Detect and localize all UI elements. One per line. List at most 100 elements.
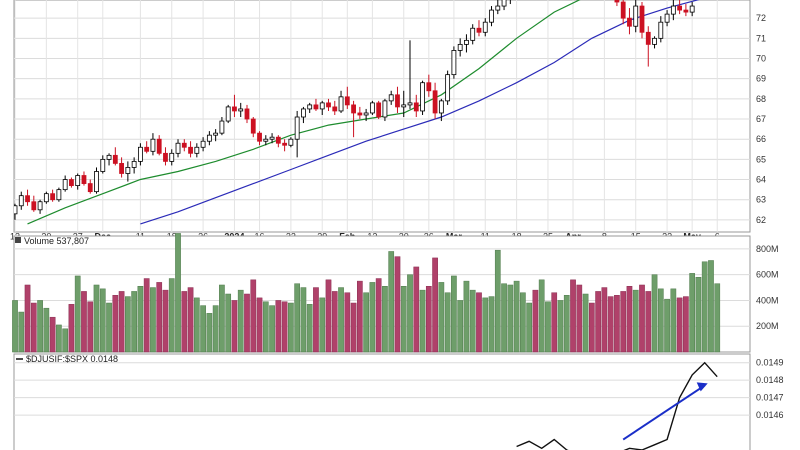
candle-body [420,82,425,112]
candle-body [238,108,244,112]
volume-bar [87,301,94,353]
volume-bar [288,302,294,353]
volume-bar [482,297,489,353]
candle-body [482,21,488,33]
candle-body [369,102,375,114]
candle-body [313,104,319,110]
candle-body [282,142,288,146]
volume-bar [620,291,627,353]
volume-bar [601,287,608,353]
volume-bar [676,297,683,353]
candle-body [639,5,645,33]
candle-body [489,9,494,23]
candle-body [137,146,143,162]
volume-bar [651,274,658,353]
volume-bar [570,279,576,353]
volume-bar [494,249,501,353]
volume-bar [563,295,570,353]
candle-body [294,116,300,140]
volume-bar [357,280,363,353]
volume-bar [614,295,620,353]
volume-bar [469,289,476,353]
volume-bar [12,300,18,353]
volume-panel: 200M 400M 600M 800M Volume 537,807 [12,233,779,353]
volume-bar [708,260,714,353]
candle-body [363,112,369,116]
volume-bar [382,286,388,353]
volume-bar [193,297,200,353]
candle-body [683,9,689,13]
volume-bar [419,289,426,353]
candle-body [645,31,651,45]
volume-bar [476,292,482,353]
candles-group [14,0,695,220]
volume-bar [607,296,614,353]
volume-bar [30,302,37,353]
volume-bar [538,279,545,353]
trend-arrowhead [696,382,708,392]
candle-body [338,96,344,112]
ratio-title: $DJUSIF:$SPX 0.0148 [26,354,118,364]
volume-bar [501,283,507,353]
volume-bar [350,302,357,353]
candle-body [87,183,93,193]
candle-body [351,104,356,114]
volume-bar [657,288,664,353]
candle-body [432,90,438,114]
volume-bar [683,296,689,353]
volume-bar [168,278,175,353]
volume-bar [438,282,445,353]
candle-body [319,102,325,110]
volume-bar [131,291,137,353]
volume-bar [645,291,652,353]
ratio-y-tick-label: 0.0147 [756,393,784,403]
volume-bar [325,279,332,353]
moving-average-long-line [140,0,700,225]
volume-bar [118,291,125,353]
price-y-tick-label: 69 [756,74,766,84]
candle-body [677,5,683,11]
candle-body [501,0,507,7]
volume-bar [451,275,457,353]
candle-body [225,106,231,122]
candle-body [131,160,137,168]
candle-body [200,140,206,148]
volume-bar [425,286,432,353]
price-y-tick-label: 68 [756,94,766,104]
candle-body [43,193,49,203]
candle-body [382,100,388,118]
candle-body [56,189,62,201]
candle-body [163,152,168,162]
volume-bar [313,287,319,353]
candle-body [426,82,432,92]
volume-bar [526,302,532,353]
volume-bar [112,295,119,353]
volume-bar [588,302,595,353]
volume-bar [695,276,702,353]
candle-body [69,179,74,186]
volume-bar [300,287,307,353]
ratio-line [516,361,718,450]
candle-body [150,138,156,152]
candle-body [269,136,275,140]
volume-bar [306,304,313,353]
volume-bar [212,305,219,353]
volume-bar [344,292,351,353]
candle-body [81,175,87,184]
volume-bar [551,292,558,353]
price-y-tick-label: 72 [756,13,766,23]
volume-bar [375,278,382,353]
volume-bar [156,282,163,353]
volume-bar [206,313,213,353]
candle-body [175,142,181,154]
volume-bar [463,280,470,353]
volume-bar [43,307,50,353]
volume-bar [576,284,583,353]
volume-bar [262,301,269,353]
volume-bar [714,283,721,353]
candle-body [219,120,225,134]
volume-bar [319,297,326,353]
volume-bar [520,292,526,353]
candle-body [232,106,237,112]
volume-bar [125,296,131,353]
